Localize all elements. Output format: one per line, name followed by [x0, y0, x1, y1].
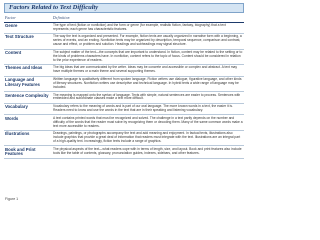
factor-definition: The physical aspects of the text—what re…	[52, 145, 244, 160]
table-row: Themes and Ideas The big ideas that are c…	[4, 64, 244, 77]
factor-name: Vocabulary	[4, 103, 52, 116]
table-row: Illustrations Drawings, paintings, or pho…	[4, 130, 244, 147]
header-row: Factor Definition	[4, 15, 244, 23]
table-row: Content The subject matter of the text—th…	[4, 49, 244, 66]
factor-definition: The subject matter of the text—the conce…	[52, 49, 244, 66]
page: Factors Related to Text Difficulty Facto…	[4, 3, 244, 201]
factor-name: Genre	[4, 22, 52, 35]
factor-name: Text Structure	[4, 33, 52, 50]
factor-definition: The way the text is organized and presen…	[52, 33, 244, 50]
factor-name: Themes and Ideas	[4, 64, 52, 77]
table-body: Genre The type of text (fiction or nonfic…	[4, 22, 244, 160]
title: Factors Related to Text Difficulty	[4, 3, 244, 13]
document: Factors Related to Text Difficulty Facto…	[4, 3, 244, 201]
factor-definition: Written language is qualitatively differ…	[52, 76, 244, 93]
column-header: Definition	[52, 15, 244, 23]
factor-table: Factor Definition Genre The type of text …	[4, 15, 244, 160]
factor-name: Sentence Complexity	[4, 91, 52, 104]
table-row: Text Structure The way the text is organi…	[4, 33, 244, 50]
figure-caption: Figure 1	[5, 197, 19, 201]
factor-definition: The big ideas that are communicated by t…	[52, 64, 244, 77]
table-row: Book and Print Features The physical aspe…	[4, 145, 244, 160]
factor-name: Content	[4, 49, 52, 66]
table-row: Genre The type of text (fiction or nonfic…	[4, 22, 244, 35]
table-row: Language and Literary Features Written la…	[4, 76, 244, 93]
factor-name: Language and Literary Features	[4, 76, 52, 93]
table-row: Vocabulary Vocabulary refers to the meani…	[4, 103, 244, 116]
factor-name: Illustrations	[4, 130, 52, 147]
factor-definition: The type of text (fiction or nonfiction)…	[52, 22, 244, 35]
table-row: Words A text contains printed words that …	[4, 114, 244, 131]
factor-definition: The meaning is mapped onto the syntax of…	[52, 91, 244, 104]
factor-definition: A text contains printed words that must …	[52, 114, 244, 131]
table-row: Sentence Complexity The meaning is mapped…	[4, 91, 244, 104]
factor-definition: Vocabulary refers to the meaning of word…	[52, 103, 244, 116]
factor-name: Words	[4, 114, 52, 131]
factor-name: Book and Print Features	[4, 145, 52, 160]
factor-definition: Drawings, paintings, or photographs acco…	[52, 130, 244, 147]
column-header: Factor	[4, 15, 52, 23]
